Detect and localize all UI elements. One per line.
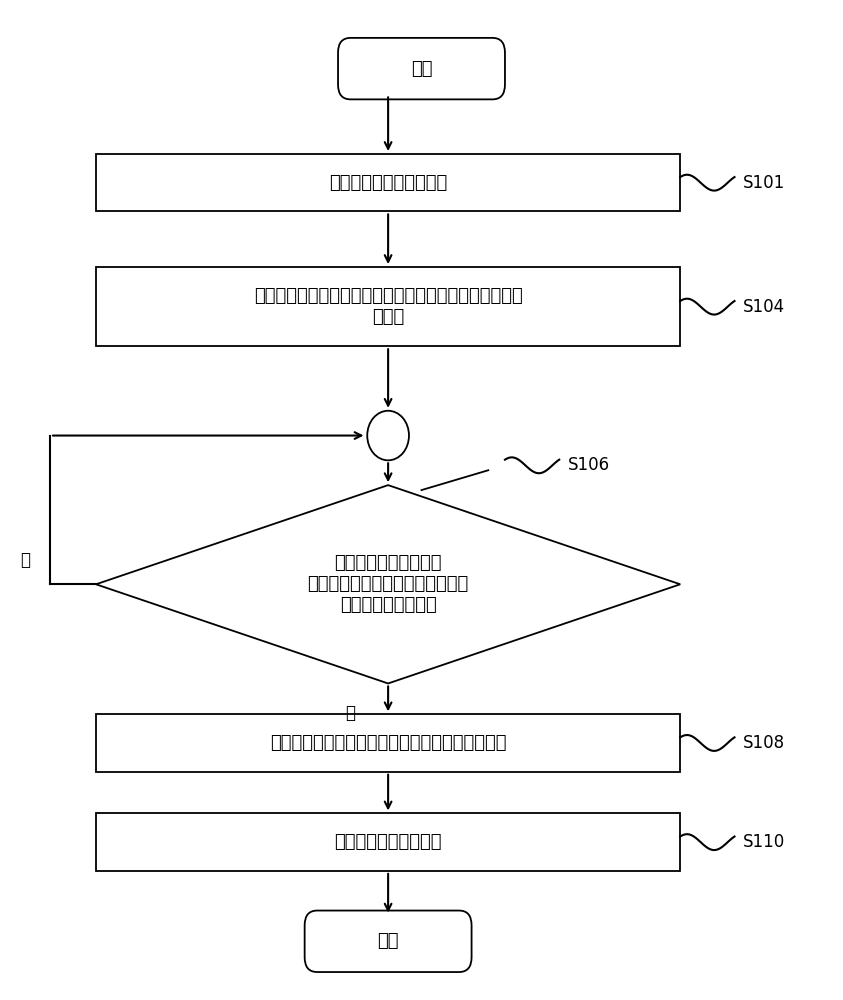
Text: 将讯号中继器的真实值替换成全局变量中的刷新值: 将讯号中继器的真实值替换成全局变量中的刷新值 [270, 734, 507, 752]
Text: 取得全局变量的内存地址: 取得全局变量的内存地址 [329, 174, 448, 192]
Text: S104: S104 [743, 298, 785, 316]
Text: S110: S110 [743, 833, 785, 851]
Text: S101: S101 [743, 174, 785, 192]
Text: 结束: 结束 [378, 932, 399, 950]
Text: 开始: 开始 [411, 60, 432, 78]
Bar [96, 813, 680, 871]
Circle shape [368, 411, 409, 460]
FancyBboxPatch shape [304, 911, 471, 972]
Polygon shape [96, 485, 680, 683]
Text: S108: S108 [743, 734, 785, 752]
Text: 将要被写入讯号中继器中的刷新值预存到全局变量的内存
地址中: 将要被写入讯号中继器中的刷新值预存到全局变量的内存 地址中 [254, 287, 523, 326]
Text: 每隔一预定时间，比较
讯号中继器的真实值与全局变量中
的刷新值是否一致？: 每隔一预定时间，比较 讯号中继器的真实值与全局变量中 的刷新值是否一致？ [308, 554, 469, 614]
Bar [96, 267, 680, 346]
FancyBboxPatch shape [338, 38, 505, 99]
Text: 完成讯号中继器的刷新: 完成讯号中继器的刷新 [335, 833, 442, 851]
Text: 是: 是 [20, 550, 30, 568]
Text: 否: 否 [346, 704, 356, 722]
Bar [96, 714, 680, 772]
Bar [96, 154, 680, 211]
Text: S106: S106 [567, 456, 609, 474]
